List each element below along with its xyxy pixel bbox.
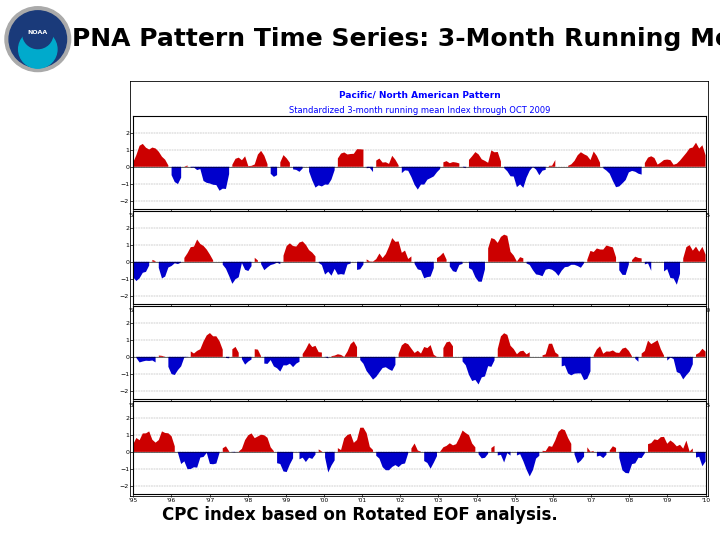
- Circle shape: [23, 19, 53, 49]
- Text: CPC index based on Rotated EOF analysis.: CPC index based on Rotated EOF analysis.: [162, 506, 558, 524]
- FancyBboxPatch shape: [130, 81, 709, 497]
- Text: PNA Pattern Time Series: 3-Month Running Means: PNA Pattern Time Series: 3-Month Running…: [72, 27, 720, 51]
- Circle shape: [9, 11, 66, 68]
- Text: NOAA: NOAA: [27, 30, 48, 35]
- Circle shape: [5, 6, 71, 71]
- Circle shape: [19, 30, 57, 68]
- Text: Standardized 3-month running mean Index through OCT 2009: Standardized 3-month running mean Index …: [289, 106, 550, 116]
- Text: Pacific/ North American Pattern: Pacific/ North American Pattern: [338, 91, 500, 100]
